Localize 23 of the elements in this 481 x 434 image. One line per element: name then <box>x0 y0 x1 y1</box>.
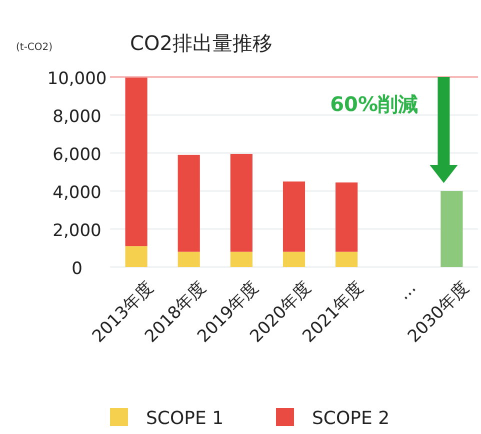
annotation: 60%削減 <box>330 92 418 116</box>
y-tick-label: 0 <box>72 259 82 279</box>
bar <box>125 77 148 246</box>
y-tick-label: 10,000 <box>47 69 107 89</box>
bar <box>230 154 252 252</box>
y-tick-label: 4,000 <box>52 183 102 203</box>
bar <box>440 191 463 267</box>
y-tick-label: 2,000 <box>52 221 102 241</box>
chart-title: CO2排出量推移 <box>130 31 272 55</box>
bar <box>178 252 200 267</box>
legend-label: SCOPE 1 <box>146 408 224 429</box>
y-tick-label: 6,000 <box>52 145 102 165</box>
x-tick-label: … <box>394 278 420 304</box>
bar <box>125 246 148 267</box>
bar <box>282 252 306 267</box>
bar <box>336 182 358 252</box>
y-axis-title: (t-CO2) <box>16 42 53 53</box>
y-tick-label: 8,000 <box>52 107 102 127</box>
bar <box>178 154 200 252</box>
bar <box>282 182 306 252</box>
legend-label: SCOPE 2 <box>312 408 390 429</box>
bar <box>230 252 252 267</box>
bar <box>336 252 358 267</box>
